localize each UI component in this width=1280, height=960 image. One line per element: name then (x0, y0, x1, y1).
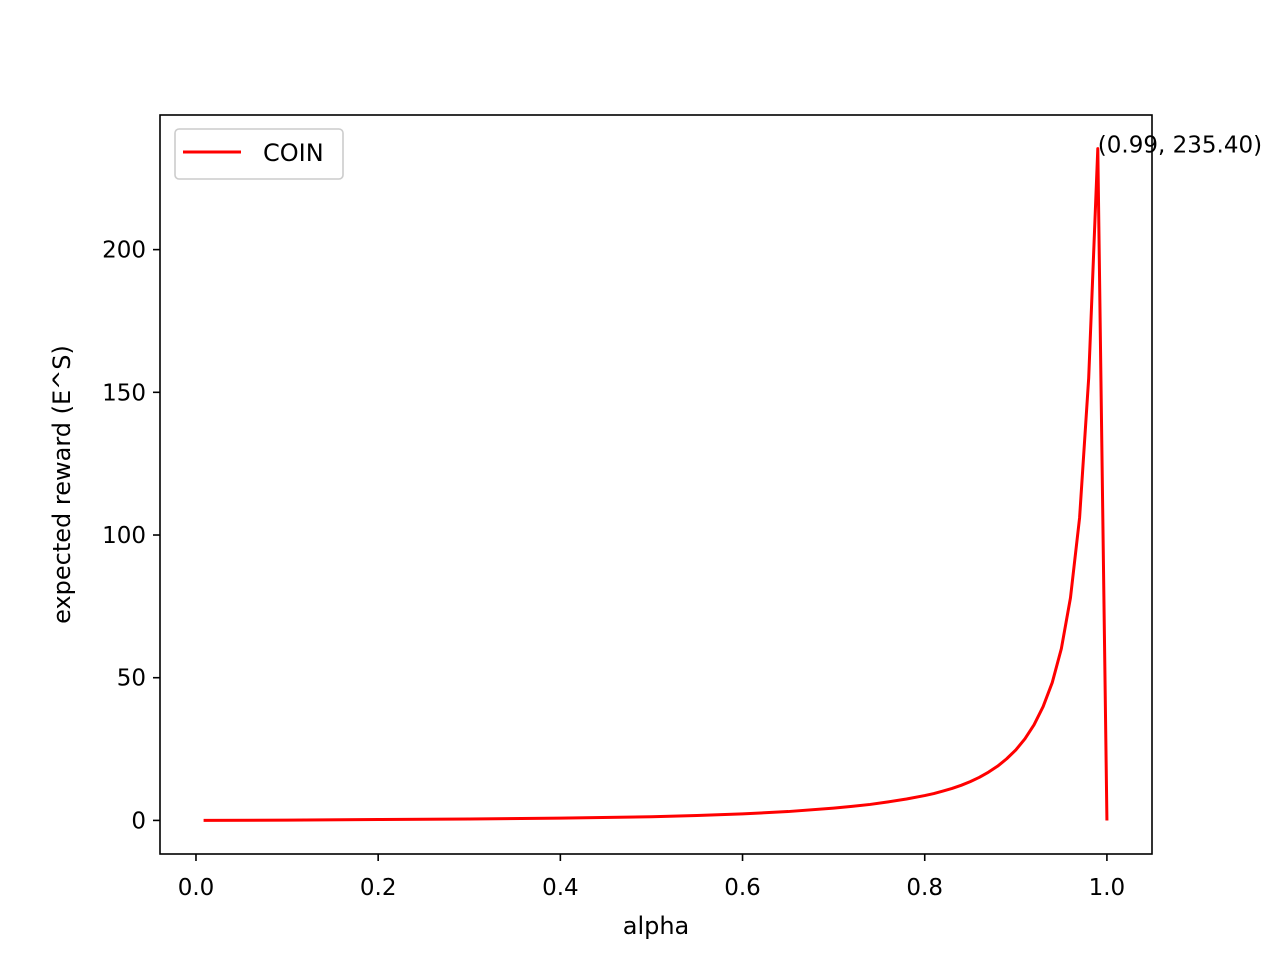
y-tick-label: 150 (102, 380, 146, 406)
x-tick-label: 0.4 (542, 875, 579, 901)
y-tick-label: 100 (102, 523, 146, 549)
x-tick-label: 1.0 (1089, 875, 1126, 901)
x-axis-label: alpha (623, 912, 690, 940)
series-line-coin (203, 147, 1109, 822)
x-axis: 0.0 0.2 0.4 0.6 0.8 1.0 (178, 854, 1126, 901)
x-tick-label: 0.2 (360, 875, 397, 901)
legend: COIN (174, 128, 344, 180)
annotations: (0.99, 235.40) (1098, 133, 1262, 159)
x-tick-label: 0.0 (178, 875, 215, 901)
x-tick-label: 0.6 (724, 875, 761, 901)
plot-frame (159, 114, 1153, 855)
y-axis-label: expected reward (E^S) (48, 345, 76, 624)
legend-box (174, 128, 344, 180)
y-tick-label: 50 (117, 666, 146, 692)
y-tick-label: 200 (102, 238, 146, 264)
legend-label-coin: COIN (263, 139, 324, 167)
plot-content (203, 147, 1109, 822)
x-tick-label: 0.8 (906, 875, 943, 901)
y-tick-label: 0 (131, 808, 146, 834)
peak-annotation: (0.99, 235.40) (1098, 133, 1262, 159)
y-axis: 0 50 100 150 200 (102, 238, 160, 834)
